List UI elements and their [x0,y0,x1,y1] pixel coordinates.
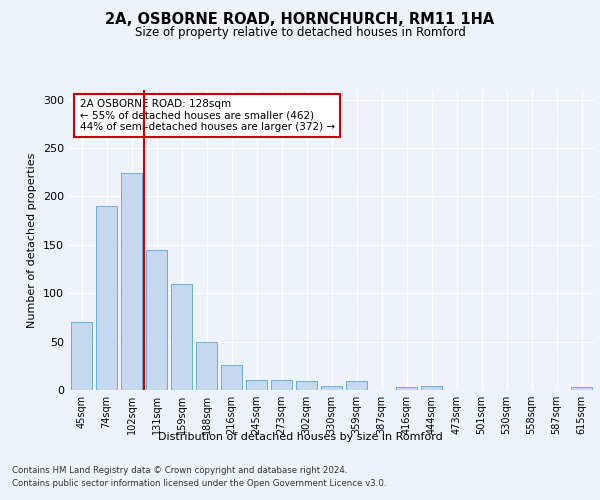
Bar [221,365,242,390]
Bar [296,382,317,390]
Bar [71,322,92,390]
Bar [121,173,142,390]
Y-axis label: Number of detached properties: Number of detached properties [28,152,37,328]
Text: 2A, OSBORNE ROAD, HORNCHURCH, RM11 1HA: 2A, OSBORNE ROAD, HORNCHURCH, RM11 1HA [106,12,494,28]
Text: Distribution of detached houses by size in Romford: Distribution of detached houses by size … [158,432,442,442]
Bar [571,387,592,390]
Text: Size of property relative to detached houses in Romford: Size of property relative to detached ho… [134,26,466,39]
Bar [246,380,267,390]
Text: Contains HM Land Registry data © Crown copyright and database right 2024.: Contains HM Land Registry data © Crown c… [12,466,347,475]
Text: 2A OSBORNE ROAD: 128sqm
← 55% of detached houses are smaller (462)
44% of semi-d: 2A OSBORNE ROAD: 128sqm ← 55% of detache… [79,99,335,132]
Bar [396,387,417,390]
Bar [146,250,167,390]
Bar [196,342,217,390]
Bar [421,386,442,390]
Bar [271,380,292,390]
Bar [321,386,342,390]
Bar [346,382,367,390]
Bar [96,206,117,390]
Text: Contains public sector information licensed under the Open Government Licence v3: Contains public sector information licen… [12,479,386,488]
Bar [171,284,192,390]
